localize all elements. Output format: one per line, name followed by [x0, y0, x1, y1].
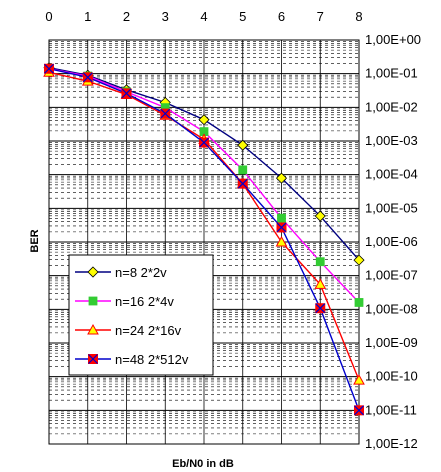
x-tick-label: 5: [239, 9, 246, 24]
x-tick-label: 1: [84, 9, 91, 24]
series-point: [121, 88, 132, 99]
legend-item: n=8 2*2v: [75, 265, 167, 280]
y-tick-label: 1,00E-05: [365, 200, 418, 215]
series-point: [275, 172, 288, 184]
series-point: [87, 266, 99, 278]
point-cross: [44, 63, 54, 74]
y-tick-label: 1,00E-09: [365, 335, 418, 350]
series-point: [237, 139, 249, 151]
y-tick-label: 1,00E-01: [365, 66, 418, 81]
series-point: [44, 63, 54, 74]
legend-label: n=24 2*16v: [115, 323, 182, 338]
y-tick-label: 1,00E-06: [365, 234, 418, 249]
legend-label: n=48 2*512v: [115, 352, 189, 367]
y-axis-title: BER: [29, 229, 41, 252]
series-point: [314, 210, 326, 222]
series-point: [82, 72, 93, 83]
series-point: [238, 165, 248, 175]
y-tick-label: 1,00E-08: [365, 301, 418, 316]
series-point: [353, 254, 365, 266]
legend-label: n=8 2*2v: [115, 265, 167, 280]
series-point: [88, 296, 98, 306]
y-tick-label: 1,00E-07: [365, 268, 418, 283]
series-layer: [43, 62, 365, 416]
point-cross: [121, 88, 132, 99]
x-axis-title: Eb/N0 in dB: [172, 458, 234, 470]
series-point: [160, 108, 171, 119]
legend-item: n=16 2*4v: [75, 294, 174, 309]
series-point: [276, 222, 287, 233]
x-tick-label: 4: [200, 9, 207, 24]
y-tick-labels: 1,00E+00 1,00E-01 1,00E-02 1,00E-03 1,00E-04…: [365, 32, 421, 451]
series-point: [315, 257, 325, 267]
series-point: [315, 303, 326, 314]
point-cross: [315, 303, 326, 314]
point-cross: [88, 354, 98, 364]
point-cross: [276, 222, 287, 233]
series-point: [354, 298, 364, 307]
series-point: [354, 405, 364, 416]
point-cross: [199, 137, 209, 148]
legend-label: n=16 2*4v: [115, 294, 174, 309]
x-tick-label: 2: [123, 9, 130, 24]
grid-layer: [49, 40, 359, 445]
point-cross: [82, 72, 93, 83]
series-point: [314, 278, 327, 289]
y-tick-label: 1,00E-02: [365, 99, 418, 114]
plot-frame: [48, 39, 360, 445]
x-tick-label: 3: [162, 9, 169, 24]
x-tick-label: 7: [317, 9, 324, 24]
series-point: [275, 235, 288, 247]
series-point: [199, 137, 209, 148]
legend: n=8 2*2v n=16 2*4v n=24 2*16v n=48 2*512v: [68, 254, 214, 376]
series-point: [88, 354, 98, 364]
series-point: [87, 323, 99, 335]
x-tick-labels: 0 1 2 3 4 5 6 7 8: [45, 9, 362, 24]
y-tick-label: 1,00E-12: [365, 436, 418, 451]
series-point: [237, 178, 248, 189]
series-point: [353, 374, 365, 385]
y-tick-label: 1,00E-10: [365, 369, 418, 384]
y-tick-label: 1,00E-11: [365, 402, 417, 417]
x-tick-label: 8: [355, 9, 362, 24]
point-cross: [354, 405, 364, 416]
series-point: [198, 114, 210, 126]
series-point: [277, 213, 286, 223]
point-cross: [237, 178, 248, 189]
legend-item: n=48 2*512v: [75, 352, 189, 367]
y-tick-label: 1,00E-04: [365, 167, 418, 182]
x-tick-label: 0: [45, 9, 52, 24]
point-cross: [160, 108, 171, 119]
y-tick-label: 1,00E+00: [365, 32, 421, 47]
series-4: [44, 63, 364, 416]
y-tick-label: 1,00E-03: [365, 133, 418, 148]
legend-item: n=24 2*16v: [75, 323, 182, 338]
x-tick-label: 6: [278, 9, 285, 24]
